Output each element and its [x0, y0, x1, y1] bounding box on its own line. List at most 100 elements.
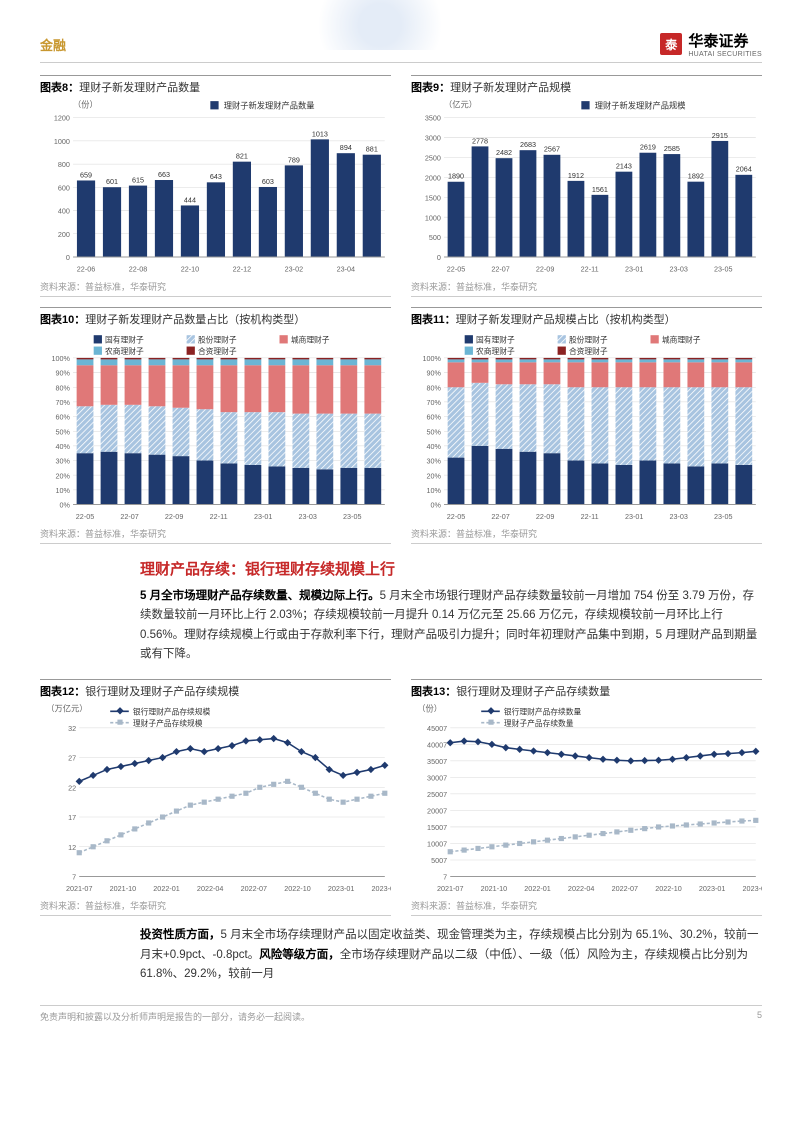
- svg-text:0: 0: [437, 253, 441, 262]
- svg-text:22-07: 22-07: [491, 512, 509, 521]
- svg-text:2023-01: 2023-01: [328, 884, 355, 893]
- svg-text:23-03: 23-03: [669, 264, 687, 273]
- svg-text:17: 17: [68, 813, 76, 822]
- svg-text:90%: 90%: [55, 368, 70, 377]
- svg-text:（亿元）: （亿元）: [444, 99, 477, 109]
- svg-text:10%: 10%: [55, 486, 70, 495]
- svg-text:22-05: 22-05: [447, 264, 465, 273]
- svg-text:23-02: 23-02: [285, 264, 303, 273]
- brand-sub: HUATAI SECURITIES: [688, 51, 762, 58]
- svg-text:（份）: （份）: [73, 99, 98, 109]
- svg-text:25007: 25007: [427, 790, 447, 799]
- chart-11: 图表11：理财子新发理财产品规模占比（按机构类型） 国有理财子股份理财子城商理财…: [411, 307, 762, 544]
- svg-text:400: 400: [58, 207, 70, 216]
- svg-text:2022-04: 2022-04: [568, 884, 595, 893]
- svg-text:股份理财子: 股份理财子: [198, 334, 237, 344]
- svg-text:50%: 50%: [426, 427, 441, 436]
- svg-text:500: 500: [429, 233, 441, 242]
- svg-text:60%: 60%: [55, 412, 70, 421]
- svg-text:22-07: 22-07: [120, 512, 138, 521]
- svg-text:2683: 2683: [520, 140, 536, 149]
- svg-text:22-10: 22-10: [181, 264, 199, 273]
- svg-text:22-12: 22-12: [233, 264, 251, 273]
- brand-name: 华泰证券: [688, 30, 762, 51]
- svg-text:2022-04: 2022-04: [197, 884, 224, 893]
- svg-text:50%: 50%: [55, 427, 70, 436]
- svg-text:80%: 80%: [426, 383, 441, 392]
- svg-text:32: 32: [68, 724, 76, 733]
- svg-text:100%: 100%: [51, 354, 70, 363]
- svg-text:23-01: 23-01: [625, 264, 643, 273]
- svg-text:2023-04: 2023-04: [372, 884, 391, 893]
- svg-text:合资理财子: 合资理财子: [198, 345, 237, 355]
- svg-text:20%: 20%: [426, 471, 441, 480]
- chart8-source: 资料来源：普益标准，华泰研究: [40, 280, 391, 297]
- svg-text:国有理财子: 国有理财子: [476, 334, 515, 344]
- svg-text:理财子产品存续规模: 理财子产品存续规模: [133, 718, 203, 728]
- svg-text:23-05: 23-05: [714, 512, 732, 521]
- svg-text:444: 444: [184, 195, 196, 204]
- svg-text:3000: 3000: [425, 134, 441, 143]
- svg-text:643: 643: [210, 172, 222, 181]
- svg-text:2022-01: 2022-01: [524, 884, 551, 893]
- chart13-source: 资料来源：普益标准，华泰研究: [411, 899, 762, 916]
- svg-text:0%: 0%: [60, 500, 71, 509]
- svg-text:22-06: 22-06: [77, 264, 95, 273]
- svg-text:10%: 10%: [426, 486, 441, 495]
- svg-text:800: 800: [58, 160, 70, 169]
- svg-text:农商理财子: 农商理财子: [476, 345, 515, 355]
- svg-text:1000: 1000: [425, 213, 441, 222]
- svg-text:2022-01: 2022-01: [153, 884, 180, 893]
- svg-text:银行理财产品存续数量: 银行理财产品存续数量: [504, 706, 582, 716]
- svg-text:23-04: 23-04: [337, 264, 355, 273]
- svg-text:股份理财子: 股份理财子: [569, 334, 608, 344]
- svg-text:7: 7: [72, 873, 76, 882]
- svg-text:2021-07: 2021-07: [437, 884, 464, 893]
- svg-text:国有理财子: 国有理财子: [105, 334, 144, 344]
- svg-text:2023-01: 2023-01: [699, 884, 726, 893]
- page-number: 5: [757, 1010, 762, 1023]
- svg-text:2021-07: 2021-07: [66, 884, 93, 893]
- svg-text:60%: 60%: [426, 412, 441, 421]
- svg-text:城商理财子: 城商理财子: [662, 334, 701, 344]
- chart-13: 图表13：银行理财及理财子产品存续数量 （份）银行理财产品存续数量理财子产品存续…: [411, 679, 762, 916]
- svg-text:30%: 30%: [426, 456, 441, 465]
- page-footer: 免责声明和披露以及分析师声明是报告的一部分，请务必一起阅读。 5: [40, 1005, 762, 1023]
- svg-text:30007: 30007: [427, 773, 447, 782]
- logo-icon: 泰: [660, 33, 682, 55]
- svg-text:22-11: 22-11: [581, 512, 599, 521]
- svg-text:2482: 2482: [496, 148, 512, 157]
- svg-text:22-05: 22-05: [447, 512, 465, 521]
- svg-text:881: 881: [366, 145, 378, 154]
- section-body-2: 投资性质方面，5 月末全市场存续理财产品以固定收益类、现金管理类为主，存续规模占…: [140, 926, 762, 985]
- svg-text:23-05: 23-05: [343, 512, 361, 521]
- svg-text:2021-10: 2021-10: [110, 884, 137, 893]
- svg-text:2778: 2778: [472, 136, 488, 145]
- svg-text:659: 659: [80, 170, 92, 179]
- svg-text:100%: 100%: [422, 354, 441, 363]
- svg-text:23-05: 23-05: [714, 264, 732, 273]
- svg-text:2915: 2915: [712, 131, 728, 140]
- svg-text:22-11: 22-11: [210, 512, 228, 521]
- svg-text:2023-04: 2023-04: [743, 884, 762, 893]
- category-label: 金融: [40, 35, 66, 54]
- svg-text:2021-10: 2021-10: [481, 884, 508, 893]
- svg-text:894: 894: [340, 143, 352, 152]
- section-heading: 理财产品存续：银行理财存续规模上行: [140, 558, 762, 579]
- svg-text:27: 27: [68, 754, 76, 763]
- svg-text:23-01: 23-01: [625, 512, 643, 521]
- svg-text:600: 600: [58, 183, 70, 192]
- svg-text:15007: 15007: [427, 823, 447, 832]
- svg-text:70%: 70%: [426, 398, 441, 407]
- svg-text:45007: 45007: [427, 724, 447, 733]
- svg-text:1000: 1000: [54, 137, 70, 146]
- chart-8: 图表8：理财子新发理财产品数量 （份）理财子新发理财产品数量0200400600…: [40, 75, 391, 297]
- page-header: 金融 泰 华泰证券 HUATAI SECURITIES: [40, 30, 762, 63]
- svg-text:12: 12: [68, 843, 76, 852]
- svg-text:1013: 1013: [312, 129, 328, 138]
- svg-text:40007: 40007: [427, 740, 447, 749]
- chart12-source: 资料来源：普益标准，华泰研究: [40, 899, 391, 916]
- svg-text:789: 789: [288, 155, 300, 164]
- svg-text:40%: 40%: [426, 442, 441, 451]
- svg-text:理财子新发理财产品规模: 理财子新发理财产品规模: [595, 100, 686, 110]
